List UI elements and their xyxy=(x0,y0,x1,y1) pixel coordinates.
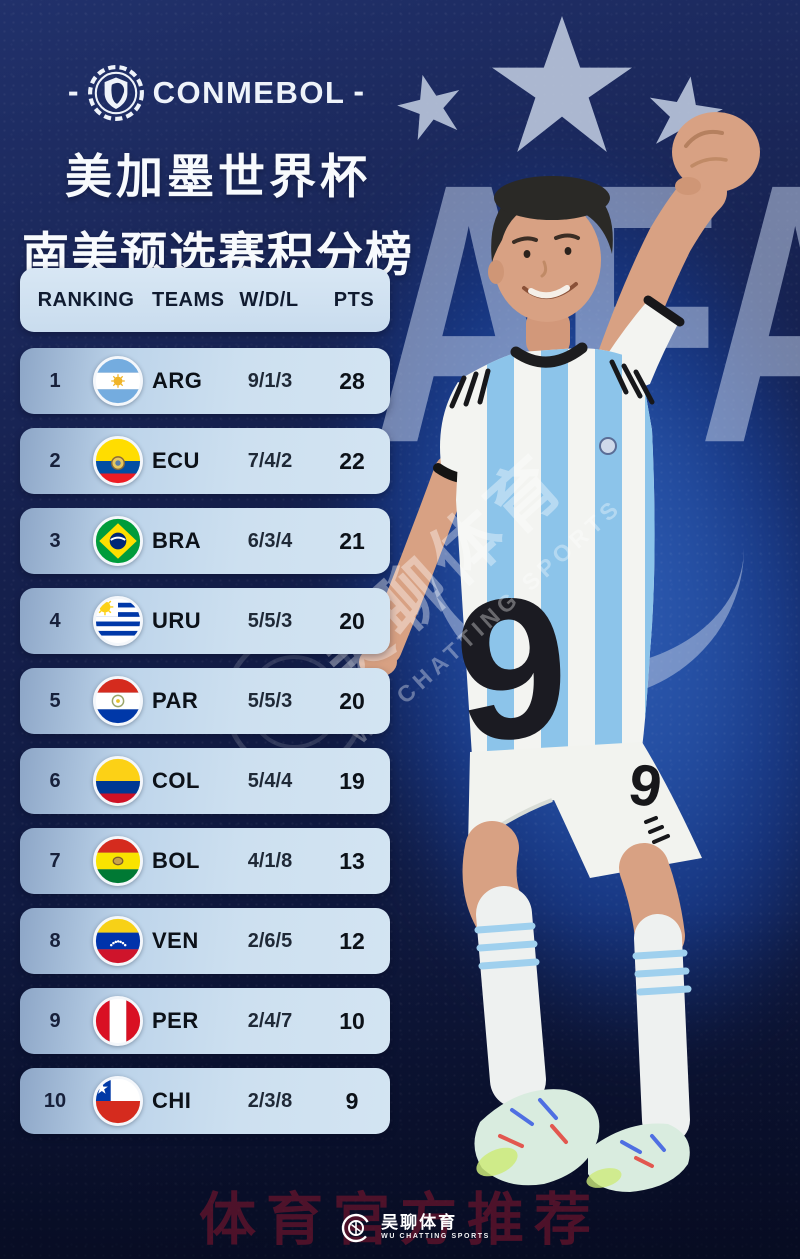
wdl-value: 2/6/5 xyxy=(247,929,293,952)
flag-uru-icon xyxy=(90,596,146,646)
table-row: 8 VEN 2/6/5 12 xyxy=(20,908,390,974)
table-row: 10 CHI 2/3/8 9 xyxy=(20,1068,390,1134)
pts-value: 20 xyxy=(339,607,365,634)
column-header-wdl: W/D/L xyxy=(239,288,299,311)
table-row: 1 ARG 9/1/3 28 xyxy=(20,348,390,414)
pts-value: 13 xyxy=(339,847,365,874)
table-row: 7 BOL 4/1/8 13 xyxy=(20,828,390,894)
pts-value: 21 xyxy=(339,527,365,554)
wdl-value: 5/5/3 xyxy=(247,689,293,712)
flag-per-icon xyxy=(90,996,146,1046)
footer-logo-en: WU CHATTING SPORTS xyxy=(381,1233,490,1241)
rank-value: 1 xyxy=(49,369,61,392)
team-code: ARG xyxy=(152,368,203,393)
pts-value: 28 xyxy=(339,367,365,394)
team-code: PER xyxy=(152,1008,199,1033)
flag-ecu-icon xyxy=(90,436,146,486)
brand-dash-right: - xyxy=(353,73,365,109)
title-block: 美加墨世界杯 南美预选赛积分榜 xyxy=(0,138,436,285)
pts-value: 9 xyxy=(345,1087,359,1114)
flag-ven-icon xyxy=(90,916,146,966)
column-header-ranking: RANKING xyxy=(37,288,135,311)
conmebol-crest-icon xyxy=(87,65,144,121)
rank-value: 10 xyxy=(43,1089,67,1112)
flag-arg-icon xyxy=(90,356,146,406)
brand-dash-left: - xyxy=(67,73,79,109)
wdl-value: 6/3/4 xyxy=(247,529,293,552)
rank-value: 8 xyxy=(49,929,61,952)
wu-chatting-sports-icon xyxy=(341,1213,371,1243)
rank-value: 9 xyxy=(49,1009,61,1032)
team-code: ECU xyxy=(152,448,200,473)
standings-rows: 1 ARG 9/1/3 28 2 ECU 7/4/2 22 3 BRA 6/3/… xyxy=(20,348,390,1134)
team-code: CHI xyxy=(152,1088,192,1113)
rank-value: 4 xyxy=(49,609,61,632)
table-row: 3 BRA 6/3/4 21 xyxy=(20,508,390,574)
rank-value: 7 xyxy=(49,849,61,872)
footer-logo: 吴聊体育 WU CHATTING SPORTS xyxy=(0,1212,800,1244)
team-code: PAR xyxy=(152,688,199,713)
flag-chi-icon xyxy=(90,1076,146,1126)
table-row: 9 PER 2/4/7 10 xyxy=(20,988,390,1054)
rank-value: 2 xyxy=(49,449,61,472)
table-header-row: RANKING TEAMS W/D/L PTS xyxy=(20,268,390,332)
table-row: 5 PAR 5/5/3 20 xyxy=(20,668,390,734)
wdl-value: 7/4/2 xyxy=(247,449,293,472)
team-code: BOL xyxy=(152,848,200,873)
flag-bol-icon xyxy=(90,836,146,886)
rank-value: 6 xyxy=(49,769,61,792)
team-code: BRA xyxy=(152,528,202,553)
wdl-value: 2/4/7 xyxy=(247,1009,293,1032)
pts-value: 20 xyxy=(339,687,365,714)
pts-value: 19 xyxy=(339,767,365,794)
column-header-pts: PTS xyxy=(333,288,375,311)
table-row: 2 ECU 7/4/2 22 xyxy=(20,428,390,494)
pts-value: 12 xyxy=(339,927,365,954)
team-code: VEN xyxy=(152,928,199,953)
footer-logo-cn: 吴聊体育 xyxy=(381,1213,458,1233)
standings-table: RANKING TEAMS W/D/L PTS 1 ARG 9/1/3 28 2… xyxy=(20,268,390,1148)
table-row: 4 URU 5/5/3 20 xyxy=(20,588,390,654)
column-header-teams: TEAMS xyxy=(152,288,225,311)
brand-header: - CONMEBOL - xyxy=(0,64,432,122)
wdl-value: 4/1/8 xyxy=(247,849,293,872)
brand-name: CONMEBOL xyxy=(152,75,346,110)
wdl-value: 9/1/3 xyxy=(247,369,293,392)
wdl-value: 2/3/8 xyxy=(247,1089,293,1112)
pts-value: 22 xyxy=(339,447,365,474)
rank-value: 3 xyxy=(49,529,61,552)
table-row: 6 COL 5/4/4 19 xyxy=(20,748,390,814)
wdl-value: 5/4/4 xyxy=(247,769,293,792)
pts-value: 10 xyxy=(339,1007,365,1034)
flag-col-icon xyxy=(90,756,146,806)
page-title-line1: 美加墨世界杯 xyxy=(65,150,371,203)
team-code: COL xyxy=(152,768,200,793)
flag-par-icon xyxy=(90,676,146,726)
rank-value: 5 xyxy=(49,689,61,712)
wdl-value: 5/5/3 xyxy=(247,609,293,632)
flag-bra-icon xyxy=(90,516,146,566)
team-code: URU xyxy=(152,608,202,633)
